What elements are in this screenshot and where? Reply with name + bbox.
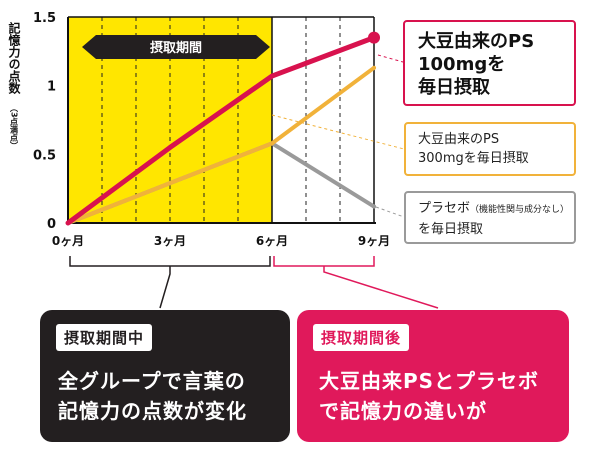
y-axis-sublabel: （3点満点） <box>10 104 19 150</box>
during-period-box: 摂取期間中 全グループで言葉の 記憶力の点数が変化 <box>40 310 290 442</box>
x-tick-labels: 0ヶ月 3ヶ月 6ヶ月 9ヶ月 <box>52 234 390 248</box>
intake-period-label: 摂取期間 <box>150 40 202 56</box>
data-point <box>270 74 274 79</box>
y-tick-label: 0.5 <box>33 148 56 163</box>
y-tick-label: 0 <box>47 217 56 232</box>
brace-after <box>273 256 439 309</box>
during-period-tag: 摂取期間中 <box>56 324 153 351</box>
during-period-message: 全グループで言葉の 記憶力の点数が変化 <box>58 366 247 426</box>
after-period-line1: 大豆由来PSとプラセボ <box>319 369 540 393</box>
legend-ps300: 大豆由来のPS 300mgを毎日摂取 <box>404 122 576 176</box>
legend-ps100: 大豆由来のPS 100mgを 毎日摂取 <box>403 20 576 106</box>
series-line <box>65 35 377 226</box>
legend-ps100-line1: 大豆由来のPS <box>418 31 535 52</box>
legend-placebo-line2: を毎日摂取 <box>418 222 484 237</box>
during-period-line2: 記憶力の点数が変化 <box>58 399 247 423</box>
y-tick-labels: 0 0.5 1 1.5 <box>33 11 56 232</box>
x-tick-label: 3ヶ月 <box>154 234 186 248</box>
data-point <box>66 221 70 225</box>
series-line <box>66 65 376 225</box>
legend-ps100-line2: 100mgを <box>418 54 506 75</box>
x-tick-label: 9ヶ月 <box>358 234 390 248</box>
series-group <box>65 31 380 226</box>
legend-ps100-line3: 毎日摂取 <box>418 77 490 98</box>
after-period-box: 摂取期間後 大豆由来PSとプラセボ で記憶力の違いが <box>297 310 569 442</box>
x-tick-label: 0ヶ月 <box>52 234 84 248</box>
y-tick-label: 1.5 <box>33 11 56 26</box>
x-tick-label: 6ヶ月 <box>256 234 288 248</box>
connector-ps100 <box>377 54 404 63</box>
data-point <box>372 65 376 70</box>
y-tick-label: 1 <box>47 80 56 95</box>
legend-ps300-line1: 大豆由来のPS <box>418 132 500 147</box>
legend-placebo: プラセボ（機能性関与成分なし） を毎日摂取 <box>404 191 576 244</box>
data-point <box>270 141 274 146</box>
brace-during <box>69 256 271 309</box>
data-point <box>372 204 376 209</box>
intake-period-arrow: 摂取期間 <box>82 35 270 59</box>
data-point <box>168 181 172 186</box>
connector-ps300 <box>271 114 405 150</box>
after-period-message: 大豆由来PSとプラセボ で記憶力の違いが <box>319 366 539 426</box>
y-axis-label: 記憶力の点数 <box>7 21 21 95</box>
during-period-line1: 全グループで言葉の <box>58 369 246 393</box>
after-period-tag: 摂取期間後 <box>313 324 410 351</box>
legend-placebo-main: プラセボ <box>418 201 471 216</box>
connector-placebo <box>375 206 405 218</box>
legend-ps300-line2: 300mgを毎日摂取 <box>418 151 529 166</box>
after-period-line2: で記憶力の違いが <box>319 399 487 423</box>
legend-placebo-line1: プラセボ（機能性関与成分なし） <box>418 199 574 220</box>
legend-placebo-note: （機能性関与成分なし） <box>470 205 570 215</box>
data-point <box>168 145 172 150</box>
data-point <box>368 31 380 44</box>
